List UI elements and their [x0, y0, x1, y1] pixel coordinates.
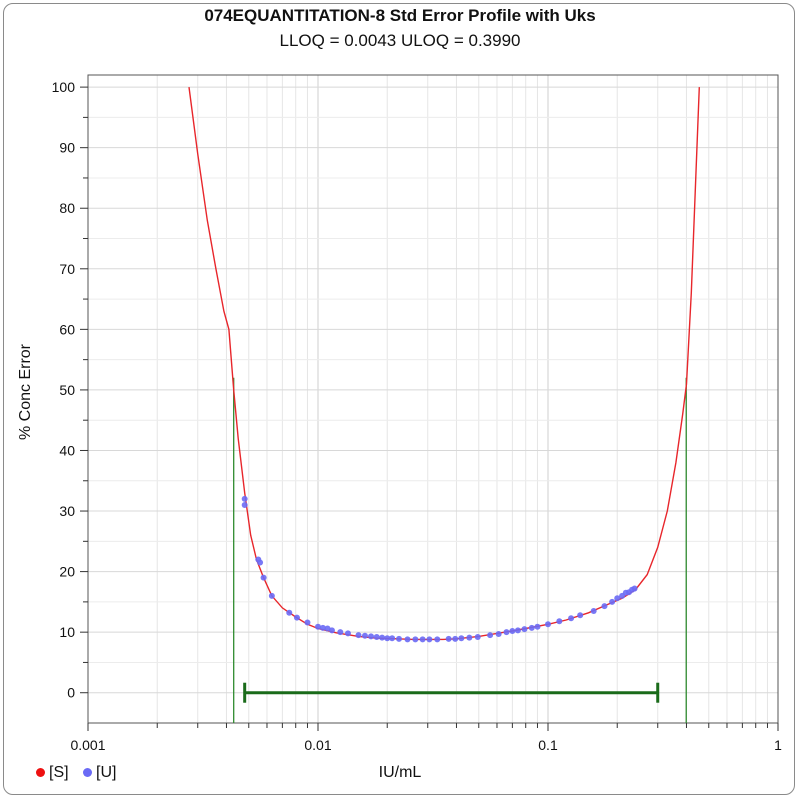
data-point [304, 619, 311, 626]
chart-title: 074EQUANTITATION-8 Std Error Profile wit… [204, 6, 596, 25]
data-point [487, 632, 494, 639]
data-point [286, 609, 293, 616]
y-tick: 30 [59, 503, 75, 519]
data-point [355, 632, 362, 639]
x-tick-label: 1 [774, 737, 782, 753]
y-tick-label: 90 [59, 140, 75, 156]
data-point [257, 559, 264, 566]
data-point [344, 630, 351, 637]
unknown-points [241, 495, 638, 643]
y-tick-label: 10 [59, 624, 75, 640]
y-tick: 100 [52, 79, 76, 95]
chart-frame [3, 3, 795, 795]
y-tick: 90 [59, 140, 75, 156]
chart-subtitle: LLOQ = 0.0043 ULOQ = 0.3990 [279, 31, 521, 50]
data-point [495, 630, 502, 637]
plot-border [87, 74, 779, 724]
y-tick-label: 70 [59, 261, 75, 277]
data-point [328, 627, 335, 634]
loq-lines [233, 377, 687, 723]
data-point [379, 634, 386, 641]
data-point [466, 634, 473, 641]
y-axis-label: % Conc Error [17, 343, 34, 441]
data-point [315, 623, 321, 630]
x-tick: 0.1 [538, 737, 558, 753]
y-tick: 40 [59, 442, 75, 458]
data-point [590, 607, 597, 614]
error-profile-curve [188, 87, 700, 641]
data-point [260, 574, 267, 581]
data-point [474, 634, 481, 641]
data-point [458, 635, 465, 642]
y-tick-label: 100 [52, 79, 76, 95]
y-tick: 20 [59, 564, 75, 580]
x-tick: 0.001 [70, 737, 105, 753]
data-point [412, 636, 419, 643]
quantitation-range-bar [243, 682, 660, 703]
legend-item-standards: [S] [36, 764, 69, 782]
x-tick-label: 0.1 [538, 737, 558, 753]
data-point [268, 592, 275, 599]
data-point [614, 595, 621, 602]
y-tick: 10 [59, 624, 75, 640]
y-tick: 70 [59, 261, 75, 277]
y-tick-label: 30 [59, 503, 75, 519]
data-point [568, 615, 575, 622]
legend-item-unknowns: [U] [83, 764, 116, 782]
data-point [361, 632, 368, 639]
data-point [556, 618, 563, 625]
data-point [293, 614, 300, 621]
data-point [404, 636, 411, 643]
y-tick: 60 [59, 321, 75, 337]
y-tick: 80 [59, 200, 75, 216]
legend-label-unknowns: [U] [96, 764, 117, 781]
x-tick-label: 0.01 [304, 737, 331, 753]
data-point [577, 612, 584, 619]
x-tick-label: 0.001 [70, 737, 105, 753]
data-point [384, 635, 391, 642]
data-point [426, 636, 433, 643]
data-point [241, 495, 248, 502]
data-point [631, 585, 638, 592]
data-point [337, 629, 344, 636]
grid [87, 75, 778, 723]
legend-marker-standards-icon [36, 768, 45, 778]
y-tick-label: 20 [59, 564, 75, 580]
data-point [396, 635, 403, 642]
data-point [452, 635, 459, 642]
data-point [445, 635, 452, 642]
legend-marker-unknowns-icon [83, 768, 93, 778]
data-point [521, 626, 528, 633]
y-tick: 0 [67, 685, 75, 701]
data-point [368, 633, 375, 640]
data-point [601, 603, 608, 610]
x-tick: 1 [774, 737, 782, 753]
data-point [528, 624, 535, 631]
legend-label-standards: [S] [49, 764, 69, 781]
data-point [389, 635, 396, 642]
data-point [419, 636, 426, 643]
y-tick-label: 50 [59, 382, 75, 398]
data-point [609, 598, 616, 605]
y-tick-label: 60 [59, 321, 75, 337]
x-tick: 0.01 [304, 737, 331, 753]
data-point [319, 624, 326, 631]
data-point [503, 629, 510, 636]
y-tick-label: 0 [67, 685, 75, 701]
data-point [434, 636, 441, 643]
x-axis-label: IU/mL [378, 764, 422, 781]
data-point [373, 634, 380, 641]
y-tick: 50 [59, 382, 75, 398]
data-point [514, 627, 521, 634]
data-point [534, 623, 541, 630]
legend: [S] [U] [36, 764, 126, 782]
data-point [545, 621, 551, 628]
y-tick-label: 40 [59, 442, 75, 458]
data-point [241, 501, 248, 508]
y-tick-label: 80 [59, 200, 75, 216]
data-point [509, 627, 516, 634]
